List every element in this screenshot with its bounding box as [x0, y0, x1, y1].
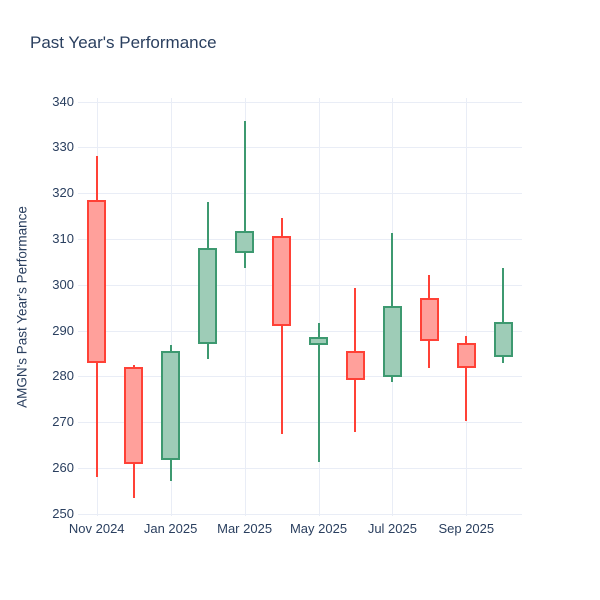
x-tick-label: Mar 2025	[217, 521, 273, 536]
x-gridline	[318, 98, 320, 516]
x-axis-tick-labels: Nov 2024 Jan 2025 Mar 2025 May 2025 Jul 2025…	[69, 521, 522, 541]
y-axis-tick-labels: 250 260 270 280 290 300 310 320 330 340	[0, 94, 74, 521]
x-tick-label: Nov 2024	[68, 521, 125, 536]
y-tick-label: 260	[52, 459, 74, 475]
candle-wick[interactable]	[502, 267, 505, 363]
y-gridline	[78, 467, 522, 469]
y-tick-label: 280	[52, 368, 74, 384]
candle-wick[interactable]	[317, 323, 320, 462]
y-tick-label: 330	[52, 139, 74, 155]
candle-wick[interactable]	[465, 336, 468, 421]
x-gridline	[170, 98, 172, 516]
y-gridline	[78, 147, 522, 149]
y-gridline	[78, 239, 522, 240]
y-tick-label: 310	[52, 231, 74, 246]
x-tick-label: Sep 2025	[438, 521, 495, 536]
y-gridline	[78, 422, 522, 424]
candle-body[interactable]	[382, 306, 402, 378]
x-tick-label: Jan 2025	[143, 521, 198, 536]
candle-body[interactable]	[493, 322, 513, 357]
candle-body[interactable]	[198, 247, 218, 345]
candle-body[interactable]	[419, 298, 439, 342]
candle-wick[interactable]	[243, 120, 246, 269]
y-gridline	[78, 284, 522, 286]
candle-body[interactable]	[309, 337, 328, 346]
candle-body[interactable]	[87, 199, 107, 363]
y-gridline	[78, 513, 522, 515]
candle-body[interactable]	[345, 350, 365, 380]
chart-title: Past Year's Performance	[30, 33, 217, 52]
y-tick-label: 320	[52, 185, 74, 201]
y-gridline	[78, 330, 522, 332]
y-gridline	[78, 376, 522, 378]
y-tick-label: 300	[52, 276, 74, 292]
candle-body[interactable]	[124, 366, 144, 465]
y-tick-label: 340	[52, 93, 74, 109]
y-gridline	[78, 193, 522, 195]
x-gridline	[244, 98, 246, 516]
candle-body[interactable]	[272, 236, 291, 327]
y-tick-label: 250	[52, 505, 74, 521]
x-gridline	[466, 98, 468, 516]
plot-area[interactable]	[78, 98, 522, 516]
y-gridline	[78, 101, 522, 103]
candle-body[interactable]	[235, 231, 255, 253]
x-tick-label: May 2025	[289, 521, 348, 536]
x-tick-label: Jul 2025	[367, 521, 417, 536]
candle-body[interactable]	[456, 342, 476, 368]
candle-body[interactable]	[161, 350, 181, 461]
y-tick-label: 270	[52, 414, 74, 430]
y-tick-label: 290	[52, 322, 74, 338]
